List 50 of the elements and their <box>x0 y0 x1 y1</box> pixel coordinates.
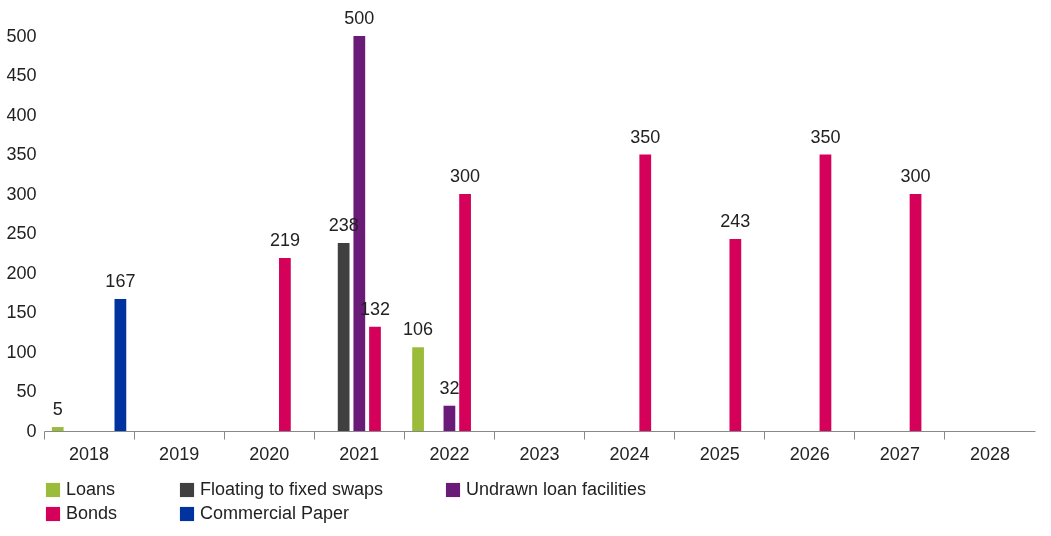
bar <box>459 194 471 431</box>
legend-label: Loans <box>66 479 116 499</box>
data-label: 300 <box>450 166 481 186</box>
bar <box>114 299 127 431</box>
bar <box>819 154 832 431</box>
x-tick-label: 2028 <box>969 443 1010 464</box>
y-tick-label: 250 <box>6 223 37 243</box>
y-tick-label: 200 <box>6 262 37 283</box>
y-tick-label: 0 <box>26 420 37 441</box>
x-tick-label: 2021 <box>339 443 380 464</box>
x-tick-label: 2023 <box>519 443 560 464</box>
y-tick-label: 350 <box>6 144 37 164</box>
data-label: 350 <box>810 126 841 147</box>
legend-label: Commercial Paper <box>200 503 350 523</box>
y-tick-label: 300 <box>6 183 37 204</box>
bar <box>443 405 456 431</box>
data-label: 5 <box>52 399 63 420</box>
x-tick-label: 2027 <box>879 443 920 464</box>
x-tick-label: 2020 <box>249 443 290 464</box>
x-tick-label: 2018 <box>69 443 110 464</box>
x-tick-label: 2025 <box>699 443 740 464</box>
legend-label: Undrawn loan facilities <box>466 479 647 499</box>
x-tick-label: 2026 <box>789 443 830 464</box>
y-tick-label: 450 <box>6 65 37 85</box>
legend-label: Bonds <box>66 503 118 523</box>
x-tick-label: 2022 <box>429 443 470 464</box>
bar <box>909 194 922 431</box>
legend-label: Floating to fixed swaps <box>200 479 384 499</box>
bar <box>639 154 652 431</box>
bar <box>51 427 64 431</box>
y-tick-label: 150 <box>6 302 37 322</box>
data-label: 500 <box>344 8 375 28</box>
bar <box>337 242 350 431</box>
data-label: 243 <box>720 211 751 232</box>
data-label: 106 <box>403 319 434 340</box>
data-label: 300 <box>900 166 931 186</box>
y-tick-label: 100 <box>6 341 37 362</box>
x-tick-label: 2024 <box>609 443 650 464</box>
bar <box>369 326 381 431</box>
y-tick-label: 500 <box>6 25 37 46</box>
y-tick-label: 400 <box>6 104 37 125</box>
data-label: 350 <box>630 126 661 147</box>
y-tick-label: 50 <box>16 381 37 401</box>
data-label: 167 <box>105 271 136 292</box>
bar <box>279 257 291 431</box>
x-tick-label: 2019 <box>159 443 200 464</box>
data-label: 219 <box>269 229 300 250</box>
data-label: 32 <box>439 377 460 398</box>
bar <box>412 347 424 431</box>
bar <box>729 239 742 431</box>
